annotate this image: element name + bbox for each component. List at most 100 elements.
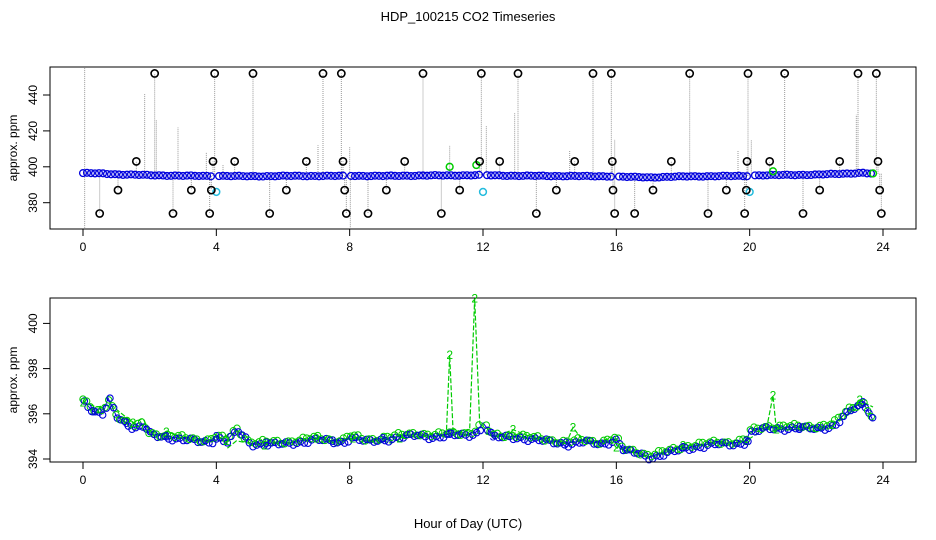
top-data-point: [118, 170, 128, 179]
bottom-green-point: [599, 436, 608, 445]
top-x-tick-label: 4: [213, 240, 220, 254]
top-data-point: [502, 171, 512, 181]
top-plot-frame: [49, 66, 917, 230]
top-outlier-point: [607, 157, 617, 166]
top-data-point: [650, 173, 660, 182]
bottom-blue-point: [509, 435, 518, 444]
bottom-green-point: [511, 433, 520, 442]
top-data-point: [302, 172, 312, 181]
series-2-marker: 2: [80, 396, 87, 410]
bottom-blue-point: [333, 438, 342, 447]
top-x-tick-label: 24: [876, 240, 890, 254]
top-data-point: [522, 171, 532, 180]
bottom-green-point: [834, 413, 843, 422]
bottom-blue-point: [780, 427, 789, 435]
bottom-blue-point: [601, 439, 609, 448]
top-outlier-point: [436, 209, 446, 218]
bottom-green-point: [643, 450, 652, 459]
bottom-x-tick-label: 12: [476, 473, 490, 487]
bottom-green-point: [343, 432, 351, 441]
top-data-point: [90, 169, 100, 178]
series-2-marker: 2: [130, 416, 137, 430]
top-data-point: [626, 172, 636, 181]
top-data-point: [178, 171, 188, 180]
top-data-point: [566, 171, 576, 180]
bottom-blue-point: [238, 431, 246, 439]
bottom-green-point: [717, 440, 725, 448]
bottom-blue-point: [106, 394, 114, 402]
top-data-point: [142, 170, 152, 179]
bottom-green-point: [775, 421, 784, 430]
bottom-blue-point: [472, 428, 481, 437]
bottom-x-tick-label: 0: [80, 473, 87, 487]
bottom-green-point: [856, 399, 865, 407]
bottom-green-point: [808, 424, 817, 432]
top-data-point: [606, 172, 616, 181]
bottom-blue-point: [205, 439, 213, 447]
bottom-blue-point: [98, 411, 107, 419]
bottom-green-point: [262, 437, 271, 445]
bottom-blue-point: [256, 440, 265, 448]
top-data-point: [242, 172, 252, 181]
top-data-point: [326, 171, 336, 180]
top-data-point: [182, 171, 192, 180]
top-data-point: [718, 171, 728, 180]
top-outlier-point: [341, 209, 351, 218]
series-2-marker: 2: [261, 438, 268, 452]
bottom-blue-point: [747, 427, 756, 435]
top-data-point: [418, 171, 428, 180]
top-outlier-point: [336, 69, 346, 78]
bottom-green-point: [306, 435, 315, 443]
bottom-blue-point: [839, 412, 848, 421]
top-outlier-point: [742, 157, 752, 166]
top-data-point: [702, 172, 712, 181]
top-outlier-point: [875, 185, 885, 195]
top-data-point: [258, 172, 268, 181]
top-outlier-point: [871, 69, 881, 78]
top-data-point: [386, 171, 396, 180]
bottom-green-point: [163, 430, 172, 438]
top-data-point: [322, 171, 332, 180]
top-data-point: [614, 172, 624, 181]
top-data-point: [494, 171, 504, 180]
top-data-point: [338, 171, 348, 180]
top-data-point: [306, 171, 316, 180]
bottom-green-point: [530, 432, 538, 441]
bottom-green-point: [141, 423, 150, 432]
top-data-point: [382, 171, 392, 180]
top-data-point: [110, 170, 120, 179]
bottom-green-point: [211, 433, 219, 442]
top-data-point: [834, 170, 844, 179]
top-outlier-point: [765, 157, 775, 166]
top-data-point: [346, 171, 356, 180]
top-data-point: [658, 172, 668, 181]
top-data-point: [486, 171, 496, 180]
bottom-green-point: [112, 410, 120, 419]
top-data-point: [394, 171, 404, 181]
top-outlier-point: [248, 69, 258, 78]
bottom-green-point: [317, 435, 326, 443]
bottom-blue-point: [348, 434, 356, 442]
bottom-green-point: [742, 435, 751, 444]
series-3-marker: 3: [163, 429, 170, 443]
bottom-blue-point: [615, 439, 624, 448]
bottom-green-point: [805, 421, 813, 430]
bottom-green-point: [200, 437, 208, 446]
bottom-blue-point: [568, 440, 576, 448]
bottom-green-point: [632, 449, 641, 457]
top-data-point: [758, 171, 768, 180]
bottom-blue-point: [443, 430, 452, 438]
bottom-blue-point: [729, 441, 738, 450]
top-data-point: [634, 173, 644, 182]
top-data-point: [122, 170, 132, 179]
top-outlier-point: [476, 69, 486, 78]
top-outlier-point: [455, 185, 465, 195]
top-outlier-point: [741, 185, 751, 195]
top-x-tick-label: 8: [346, 240, 353, 254]
top-data-point: [174, 171, 184, 180]
top-data-point: [518, 171, 528, 180]
top-data-point: [850, 169, 860, 178]
top-green-point: [768, 167, 778, 176]
